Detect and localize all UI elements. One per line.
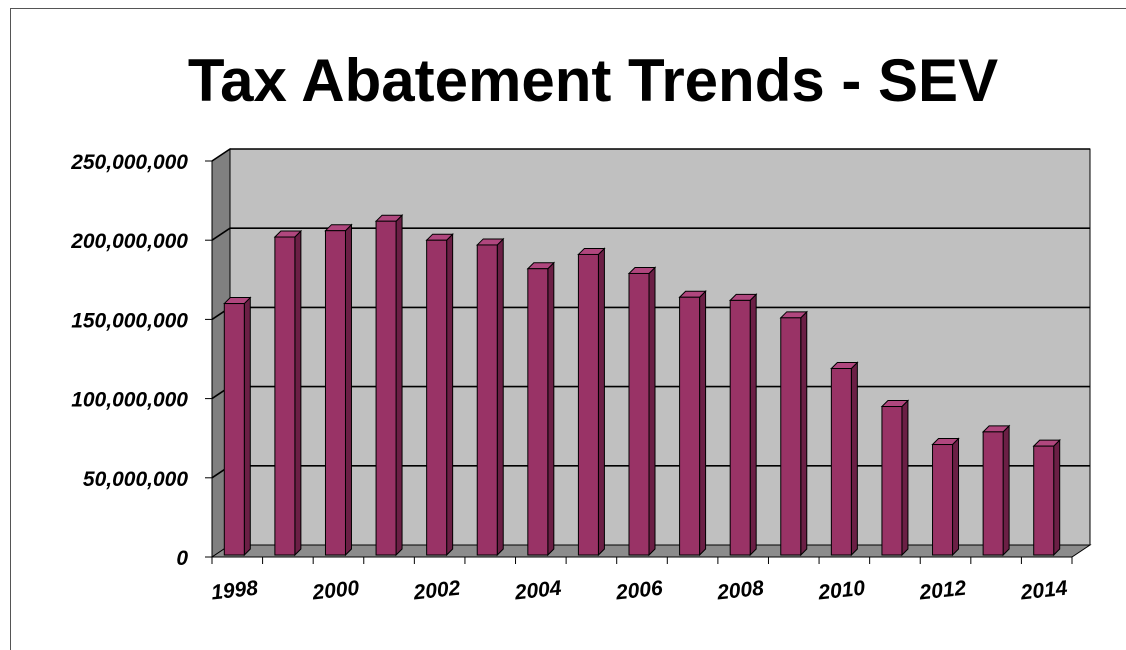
bar-front	[679, 296, 701, 556]
bar-front	[577, 253, 599, 556]
bar-side	[699, 290, 707, 557]
x-tick-label: 2006	[614, 577, 664, 605]
bar-1998	[223, 296, 252, 557]
bar-2011	[880, 399, 910, 557]
bar-side	[294, 229, 302, 557]
bar-front	[426, 239, 448, 556]
bar-front	[1033, 445, 1055, 556]
bar-2010	[830, 361, 859, 557]
y-tick-label: 0	[176, 547, 188, 570]
x-tick-label: 2002	[412, 577, 462, 605]
bar-front	[729, 299, 751, 556]
x-tick-label: 2004	[513, 577, 563, 605]
bar-front	[780, 317, 802, 556]
bar-side	[901, 399, 909, 557]
bar-side	[597, 247, 605, 557]
bar-front	[628, 272, 650, 556]
bar-2003	[476, 237, 505, 557]
bar-side	[850, 361, 858, 557]
bar-2005	[577, 247, 606, 557]
bar-side	[344, 223, 352, 557]
bar-front	[527, 268, 549, 556]
bar-side	[446, 232, 454, 557]
bar-side	[1002, 424, 1010, 557]
bar-front	[476, 244, 498, 556]
bar-side	[648, 266, 656, 557]
x-tick-label: 2012	[917, 577, 967, 605]
bar-side	[800, 310, 808, 557]
bar-front	[932, 444, 954, 556]
y-tick-label: 50,000,000	[83, 468, 188, 491]
gridline	[211, 227, 1090, 241]
bar-2002	[425, 232, 454, 557]
bar-side	[496, 237, 504, 557]
bar-front	[324, 230, 346, 556]
chart-frame	[10, 8, 1126, 650]
bar-2009	[779, 310, 808, 557]
bar-front	[881, 406, 903, 556]
bar-2013	[981, 424, 1011, 557]
bar-2001	[374, 213, 404, 557]
bar-front	[375, 220, 397, 556]
bar-2006	[627, 266, 657, 557]
bar-2004	[526, 261, 556, 557]
bar-front	[223, 303, 245, 556]
y-tick-label: 100,000,000	[71, 389, 188, 412]
chart-title: Tax Abatement Trends - SEV	[187, 47, 999, 114]
x-tick-label: 2000	[310, 577, 360, 605]
bar-side	[547, 261, 555, 557]
y-tick-label: 150,000,000	[71, 309, 188, 332]
x-tick-label: 2014	[1019, 577, 1069, 605]
bar-side	[395, 213, 403, 557]
bar-2008	[728, 293, 758, 557]
bar-front	[830, 368, 852, 556]
y-tick-label: 200,000,000	[70, 230, 188, 253]
plot-back-wall	[229, 148, 1091, 546]
bar-side	[749, 293, 757, 557]
bar-front	[982, 431, 1004, 556]
bar-2007	[678, 290, 707, 557]
bar-front	[274, 236, 296, 556]
bar-side	[1053, 438, 1061, 557]
bar-2014	[1032, 438, 1061, 557]
x-tick-label: 2008	[715, 577, 765, 605]
gridline	[211, 148, 1090, 162]
y-tick-label: 250,000,000	[70, 151, 188, 174]
bar-side	[952, 437, 960, 557]
x-tick-label: 2010	[816, 577, 866, 605]
x-tick-label: 1998	[210, 577, 259, 605]
bar-2000	[324, 223, 353, 557]
bar-side	[243, 296, 251, 557]
bar-1999	[273, 229, 303, 557]
bar-2012	[931, 437, 960, 557]
